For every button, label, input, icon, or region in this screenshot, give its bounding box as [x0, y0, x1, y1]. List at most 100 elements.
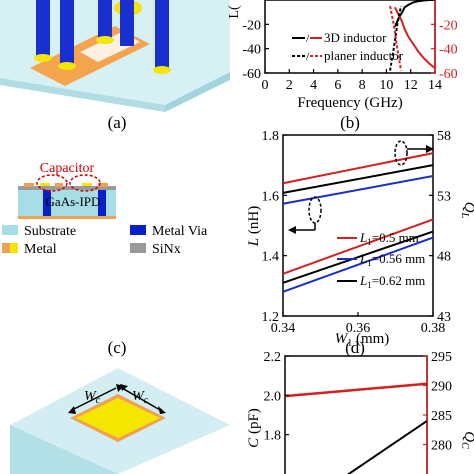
- legend-b-3d: 3D inductor: [324, 30, 387, 45]
- tick-label-d-x-2: 0.38: [421, 321, 446, 336]
- tick-label-b-x-6: 12: [404, 78, 418, 93]
- panel-label-b: (b): [340, 113, 360, 132]
- series-d-L-1: [282, 236, 434, 293]
- chart-f-series: [284, 382, 428, 474]
- right-arrow-icon: [426, 145, 434, 153]
- chart-d-ylabel-right: QL: [459, 202, 474, 219]
- left-arrow-icon: [288, 226, 296, 234]
- tick-label-d-x-0: 0.34: [271, 321, 296, 336]
- series-f-C: [346, 420, 428, 474]
- chart-f-ylabel-unit: (pF): [246, 408, 262, 438]
- series-d-Q-1: [282, 175, 434, 205]
- series-f-Q: [284, 382, 428, 398]
- tick-label-f-y-1: 2.0: [264, 389, 282, 404]
- tick-label-b-r-2: -60: [439, 67, 458, 82]
- chart-b-ylabel: L(: [227, 5, 242, 19]
- series-d-Q-0: [282, 152, 434, 185]
- sinx-layer: [18, 186, 116, 190]
- chart-d-xticks: 0.34 0.36 0.38: [271, 312, 446, 336]
- tick-label-b-y-0: -20: [242, 18, 261, 33]
- capacitor-label: Capacitor: [40, 161, 95, 176]
- tick-label-f-r-2: 285: [431, 409, 452, 424]
- chart-b-xlabel: Frequency (GHz): [297, 95, 402, 111]
- series-b-0-red: [394, 6, 436, 69]
- tick-label-b-y-2: -60: [242, 67, 261, 82]
- chart-d-legend: L1=0.5 mm L1=0.56 mm L1=0.62 mm: [337, 230, 425, 290]
- tick-label-d-r-3: 58: [437, 129, 451, 144]
- legend-metal: Metal: [24, 242, 57, 257]
- series-d-Q-2: [282, 164, 434, 194]
- tick-label-f-y-0: 2.2: [264, 350, 282, 365]
- panel-f-chart: 2.2 2.0 1.8 295 290 285 280 C (pF) QC: [246, 350, 474, 474]
- tick-label-d-r-0: 43: [437, 310, 451, 325]
- tick-label-b-y-1: -40: [242, 43, 261, 58]
- legend-sinx: SiNx: [152, 242, 181, 257]
- l-group-marker: [308, 196, 322, 224]
- tick-label-f-r-0: 295: [431, 350, 452, 365]
- panel-a-render: [0, 0, 230, 112]
- legend-d-label-2: L1=0.62 mm: [359, 273, 425, 290]
- legend-metal-swatch-a: [2, 243, 10, 253]
- chart-f-right-ticks: 295 290 285 280: [423, 350, 452, 454]
- legend-d-label-0: L1=0.5 mm: [359, 230, 419, 247]
- chart-d-series: [282, 152, 434, 293]
- tick-label-b-x-7: 14: [428, 78, 442, 93]
- tick-label-d-r-2: 53: [437, 189, 451, 204]
- tick-label-b-x-4: 8: [359, 78, 366, 93]
- chip-label: GaAs-IPD: [46, 194, 101, 209]
- legend-via: Metal Via: [152, 224, 208, 239]
- tick-label-d-y-0: 1.2: [262, 310, 280, 325]
- series-b-1-red: [389, 5, 402, 71]
- capacitor-outline-right: [69, 174, 101, 192]
- legend-b-planer: planer inductor: [324, 48, 404, 63]
- legend-via-swatch: [130, 225, 146, 235]
- capacitor-plate-top: [76, 398, 160, 438]
- panel-c-crosssection: Capacitor GaAs-IPD Substrate Metal Via M…: [2, 161, 208, 257]
- wc-label-left: Wc: [84, 389, 101, 406]
- svg-text:/: /: [306, 49, 310, 63]
- chart-b-xticks: 0 2 4 6 8 10 12 14: [262, 69, 442, 93]
- tick-label-d-r-1: 48: [437, 250, 451, 265]
- svg-text:/: /: [306, 31, 310, 45]
- tick-label-d-y-1: 1.4: [262, 250, 280, 265]
- capacitor-outline-left: [36, 174, 68, 192]
- tick-label-b-r-0: -20: [439, 18, 458, 33]
- tick-label-d-x-1: 0.36: [346, 321, 371, 336]
- tick-label-d-y-3: 1.8: [262, 129, 280, 144]
- chart-d-ylabel-unit: (nH): [246, 206, 262, 238]
- legend-d-label-1: L1=0.56 mm: [359, 251, 425, 268]
- series-b-1-black: [389, 5, 402, 71]
- tick-label-f-y-2: 1.8: [264, 429, 282, 444]
- panel-label-a: (a): [108, 113, 127, 132]
- panel-e-render: Wc Wc: [10, 368, 230, 474]
- legend-substrate: Substrate: [24, 224, 76, 239]
- panel-d-chart: 1.2 1.4 1.6 1.8 43 48 53 58 0.34 0.36 0.38 L1=0.…: [246, 129, 474, 349]
- panel-label-d: (d): [345, 338, 365, 357]
- chart-d-right-ticks: 43 48 53 58: [429, 129, 451, 325]
- tick-label-b-x-1: 2: [286, 78, 293, 93]
- tick-label-f-r-3: 280: [431, 439, 452, 454]
- chart-b-series: [389, 0, 436, 71]
- legend-substrate-swatch: [2, 225, 18, 235]
- panel-b-chart: / 3D inductor / planer inductor -20 -40 -6…: [227, 0, 458, 111]
- series-d-L-0: [282, 218, 434, 275]
- chart-b-yticks: -20 -40 -60: [242, 18, 269, 82]
- tick-label-d-y-2: 1.6: [262, 189, 280, 204]
- legend-metal-swatch-b: [10, 243, 18, 253]
- tick-label-b-x-5: 10: [379, 78, 393, 93]
- chart-d-frame: [282, 134, 434, 317]
- chart-d-xlabel: W1 (mm): [335, 331, 390, 349]
- wc-label-right: Wc: [132, 389, 149, 406]
- chart-f-frame: [284, 355, 428, 474]
- chart-b-legend: / 3D inductor / planer inductor: [292, 30, 404, 63]
- tick-label-f-r-1: 290: [431, 380, 452, 395]
- chart-f-yticks: 2.2 2.0 1.8: [264, 350, 289, 444]
- legend-sinx-swatch: [130, 243, 146, 253]
- tick-label-b-r-1: -40: [439, 43, 458, 58]
- tick-label-b-x-2: 4: [310, 78, 317, 93]
- chart-f-ylabel: C (pF): [246, 408, 262, 448]
- series-d-L-2: [282, 230, 434, 284]
- chart-d-ylabel: L (nH): [246, 206, 262, 247]
- tick-label-b-x-3: 6: [334, 78, 341, 93]
